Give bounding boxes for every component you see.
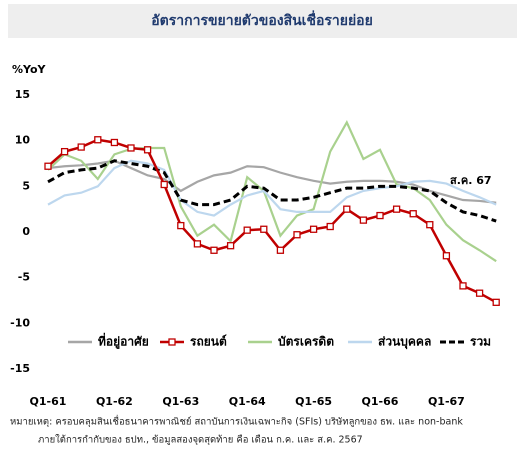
chart-title: อัตราการขยายตัวของสินเชื่อรายย่อย	[151, 10, 373, 29]
point-marker	[60, 147, 69, 156]
point-marker	[160, 180, 168, 189]
point-marker	[409, 210, 417, 218]
x-tick-label: Q1-66	[362, 395, 399, 408]
point-marker	[359, 216, 368, 224]
series-line	[47, 119, 497, 263]
x-tick-label: Q1-67	[428, 395, 465, 408]
point-marker	[226, 242, 235, 250]
annotation: ส.ค. 67	[450, 174, 492, 187]
point-marker	[392, 205, 401, 213]
point-marker	[127, 144, 135, 152]
note: ภายใต้การกำกับของ ธปท., ข้อมูลสองจุดสุดท…	[38, 434, 363, 446]
point-marker	[243, 226, 251, 234]
y-tick-label: -15	[10, 362, 30, 375]
y-axis-label: %YoY	[12, 63, 47, 76]
legend-label: ส่วนบุคคล	[378, 335, 431, 350]
point-marker	[44, 162, 52, 170]
point-marker	[77, 143, 85, 151]
point-marker	[276, 246, 285, 254]
legend-marker	[168, 338, 176, 346]
y-tick-label: 0	[22, 225, 30, 238]
point-marker	[210, 246, 218, 254]
x-tick-label: Q1-61	[30, 395, 67, 408]
point-marker	[442, 252, 451, 260]
x-tick-label: Q1-65	[295, 395, 332, 408]
y-tick-label: -5	[18, 271, 30, 284]
title-band	[8, 4, 517, 38]
legend-label: บัตรเครดิต	[278, 335, 334, 349]
point-marker	[309, 225, 318, 233]
series-line	[47, 159, 497, 217]
point-marker	[459, 282, 467, 290]
note: หมายเหตุ: ครอบคลุมสินเชื่อธนาคารพาณิชย์ …	[10, 415, 463, 428]
series-line	[47, 138, 497, 304]
point-marker	[492, 298, 500, 306]
legend-label: รวม	[470, 335, 491, 349]
legend-label: ที่อยู่อาศัย	[98, 333, 149, 350]
point-marker	[110, 138, 119, 147]
point-marker	[293, 231, 301, 239]
y-tick-label: 5	[22, 179, 30, 192]
series-line	[47, 159, 497, 223]
y-tick-label: 10	[15, 134, 31, 147]
x-tick-label: Q1-64	[229, 395, 266, 408]
point-marker	[326, 222, 334, 231]
point-marker	[376, 211, 384, 220]
point-marker	[143, 146, 152, 154]
x-tick-label: Q1-63	[162, 395, 199, 408]
point-marker	[193, 240, 202, 248]
point-marker	[426, 221, 434, 229]
point-marker	[260, 225, 268, 233]
legend-label: รถยนต์	[190, 335, 227, 349]
y-tick-label: 15	[15, 88, 30, 101]
point-marker	[475, 289, 484, 297]
point-marker	[177, 221, 185, 230]
point-marker	[343, 205, 351, 213]
y-tick-label: -10	[10, 316, 30, 329]
point-marker	[94, 136, 102, 144]
x-tick-label: Q1-62	[96, 395, 133, 408]
